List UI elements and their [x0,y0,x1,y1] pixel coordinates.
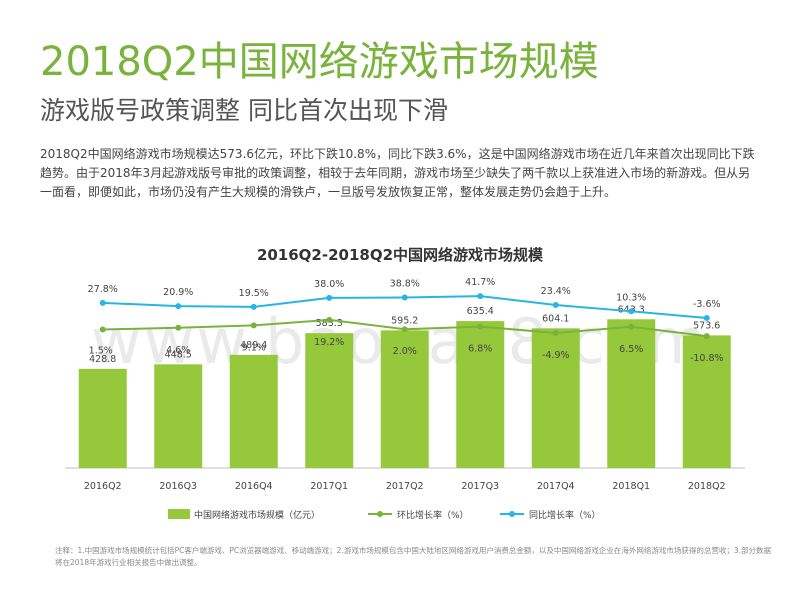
yoy-point [401,294,408,301]
yoy-point [175,303,182,310]
qoq-point [477,323,484,330]
x-tick-label: 2017Q2 [386,481,424,492]
qoq-label: 6.5% [619,344,643,355]
bar-value-label: 448.5 [165,349,192,360]
bars-layer: 428.8 2016Q2 448.5 2016Q3 489.4 2016Q4 583.3 20… [78,304,731,492]
yoy-label: 20.9% [163,287,193,298]
x-tick-label: 2017Q3 [461,481,499,492]
yoy-label: 23.4% [541,286,571,297]
yoy-point [250,303,257,310]
x-tick-label: 2017Q1 [310,481,348,492]
qoq-point [628,323,635,330]
x-tick-label: 2018Q2 [688,481,726,492]
qoq-point [250,322,257,329]
legend-marker-yoy [509,511,515,517]
yoy-label: 38.8% [390,279,420,290]
bar-value-label: 573.6 [693,320,720,331]
qoq-label: 19.2% [314,337,344,348]
legend-label-bar: 中国网络游戏市场规模（亿元） [194,509,320,521]
qoq-label: 1.5% [89,345,113,356]
yoy-label: 10.3% [616,292,646,303]
qoq-point [401,326,408,333]
qoq-label: -4.9% [542,350,570,361]
qoq-label: 4.6% [166,345,190,356]
lines-layer: 27.8% 20.9% 19.5% 38.0% 38.8% 41.7% 23.4% 10.3%… [88,277,724,364]
bar-value-label: 635.4 [467,306,494,317]
legend-marker-qoq [377,511,383,517]
x-tick-label: 2017Q4 [537,481,575,492]
yoy-label: 27.8% [88,284,118,295]
legend-label-qoq: 环比增长率（%） [397,509,469,521]
x-tick-label: 2018Q1 [612,481,650,492]
x-tick-label: 2016Q4 [235,481,273,492]
yoy-label: 38.0% [314,279,344,290]
qoq-label: 9.1% [242,342,266,353]
qoq-point [552,329,559,336]
qoq-label: 2.0% [393,346,417,357]
chart-title: 2016Q2-2018Q2中国网络游戏市场规模 [257,246,544,264]
qoq-point [703,333,710,340]
bar-2018Q1 [607,319,656,468]
qoq-label: 6.8% [468,344,492,355]
yoy-label: 41.7% [465,277,495,288]
x-tick-label: 2016Q3 [159,481,197,492]
x-tick-label: 2016Q2 [84,481,122,492]
bar-value-label: 595.2 [391,315,418,326]
bar-value-label: 428.8 [89,354,116,365]
bar-2016Q3 [154,364,203,468]
chart-legend: 中国网络游戏市场规模（亿元） 环比增长率（%） 同比增长率（%） [168,509,601,521]
yoy-point [99,299,106,306]
qoq-point [326,316,333,323]
yoy-point [703,315,710,322]
footnote: 注释：1.中国游戏市场规模统计包括PC客户端游戏、PC浏览器端游戏、移动端游戏；… [55,546,771,567]
qoq-point [99,326,106,333]
market-size-chart: 2016Q2-2018Q2中国网络游戏市场规模 www.baogao8.com … [65,246,745,521]
bar-2016Q4 [229,354,278,468]
bar-2017Q1 [305,333,354,468]
yoy-point [477,293,484,300]
yoy-label: -3.6% [693,299,721,310]
bar-value-label: 604.1 [542,313,569,324]
yoy-point [628,308,635,315]
page-title: 2018Q2中国网络游戏市场规模 [40,39,599,85]
legend-label-yoy: 同比增长率（%） [529,509,601,521]
bar-2018Q2 [682,335,731,468]
yoy-label: 19.5% [239,288,269,299]
bar-2017Q3 [456,321,505,468]
bar-2016Q2 [78,368,127,468]
bar-value-label: 583.3 [316,318,343,329]
qoq-label: -10.8% [690,353,724,364]
page-subtitle: 游戏版号政策调整 同比首次出现下滑 [40,96,448,125]
legend-swatch-bar [168,509,190,519]
yoy-point [552,301,559,308]
yoy-point [326,294,333,301]
bar-value-label: 489.4 [240,340,267,351]
qoq-point [175,324,182,331]
description-paragraph: 2018Q2中国网络游戏市场规模达573.6亿元，环比下跌10.8%，同比下跌3… [40,147,755,199]
bar-2017Q2 [380,330,429,468]
bar-2017Q4 [531,328,580,468]
